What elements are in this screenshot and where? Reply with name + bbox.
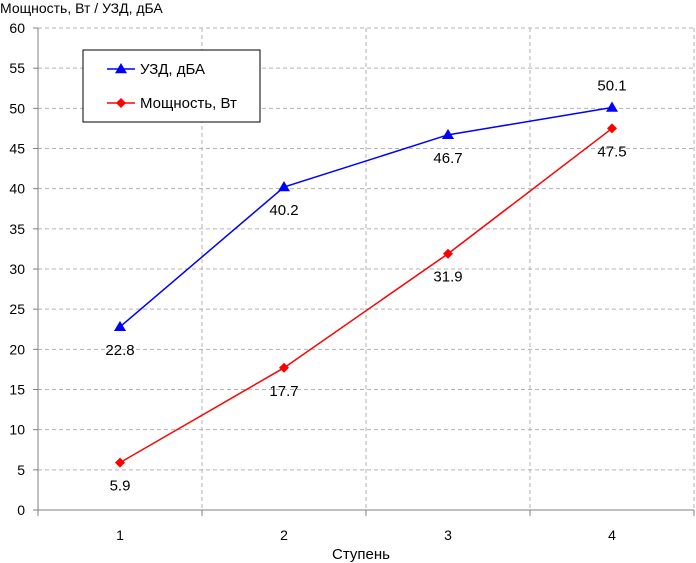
data-point (443, 248, 453, 259)
legend-label: Мощность, Вт (140, 95, 237, 112)
data-point (114, 320, 126, 332)
y-tick-label: 5 (17, 462, 25, 478)
y-tick-label: 20 (9, 341, 25, 357)
series-line (119, 127, 613, 464)
legend-items: УЗД, дБА Мощность, Вт (107, 61, 237, 112)
series-layer (114, 101, 618, 468)
x-tick-label: 1 (116, 527, 124, 543)
y-tick-label: 55 (9, 60, 25, 76)
x-axis-title: Ступень (332, 546, 390, 563)
x-tick-label: 4 (608, 527, 616, 543)
legend-marker (116, 98, 126, 108)
x-tick-label: 2 (280, 527, 288, 543)
data-point (442, 128, 454, 140)
legend-marker (115, 63, 127, 74)
y-tick-label: 50 (9, 100, 25, 116)
y-tick-label: 15 (9, 382, 25, 398)
y-tick-label: 30 (9, 261, 25, 277)
y-axis-title: Мощность, Вт / УЗД, дБА (0, 0, 163, 16)
y-tick-label: 45 (9, 141, 25, 157)
y-tick-label: 60 (9, 20, 25, 36)
y-tick-label: 40 (9, 181, 25, 197)
y-tick-label: 35 (9, 221, 25, 237)
data-label: 31.9 (433, 269, 462, 286)
data-point (115, 457, 125, 468)
y-axis-ticks: 0 5 10 15 20 25 30 35 40 45 50 55 60 (9, 20, 38, 518)
x-tick-label: 3 (444, 527, 452, 543)
series-line (119, 106, 613, 328)
legend-box (82, 49, 261, 123)
data-label: 22.8 (105, 342, 134, 359)
legend-label: УЗД, дБА (140, 61, 205, 78)
data-point (279, 362, 289, 373)
y-tick-label: 0 (17, 502, 25, 518)
data-labels: 22.8 40.2 46.7 50.1 5.9 17.7 31.9 47.5 (105, 78, 626, 495)
data-label: 46.7 (433, 150, 462, 167)
legend: УЗД, дБА Мощность, Вт (82, 49, 261, 123)
x-axis-ticks: 1 2 3 4 (37, 510, 695, 543)
gridlines (38, 27, 695, 510)
data-label: 40.2 (269, 202, 298, 219)
data-point (607, 123, 617, 134)
data-label: 17.7 (269, 383, 298, 400)
y-tick-label: 25 (9, 301, 25, 317)
data-label: 50.1 (597, 78, 626, 95)
data-point (606, 101, 618, 112)
data-point (278, 181, 290, 192)
y-tick-label: 10 (9, 422, 25, 438)
data-label: 47.5 (597, 143, 626, 160)
data-label: 5.9 (110, 478, 131, 495)
